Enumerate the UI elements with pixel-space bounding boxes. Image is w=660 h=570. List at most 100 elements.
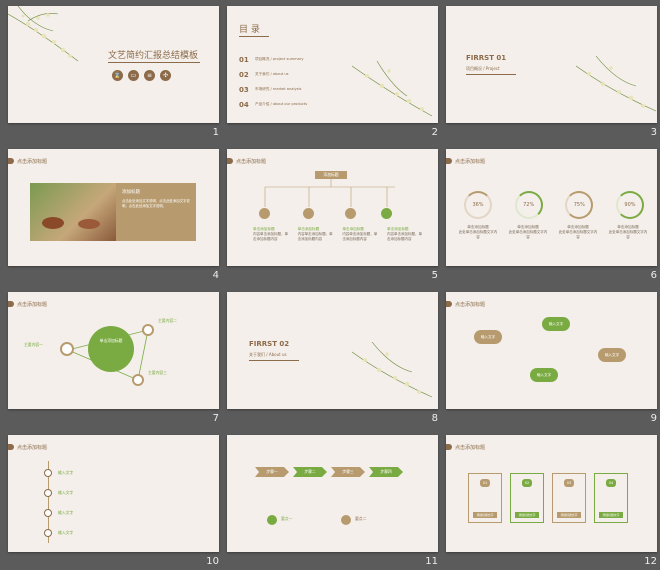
node-label: 主要内容二 xyxy=(158,318,177,323)
slide-8[interactable]: FIRRST 02 关于我们 / About us xyxy=(227,292,438,409)
slide-header: 点击添加标题 xyxy=(8,300,47,308)
toc-item[interactable]: 项目概况 / project summary xyxy=(255,57,304,61)
search-icon xyxy=(345,208,356,219)
slide-thumb-1[interactable]: 文艺简约汇报总结模板 ⌛ ▭ ≡ ✣ 1 xyxy=(8,6,219,141)
slide-number: 3 xyxy=(650,127,657,138)
feature-title: 单击添加标题 xyxy=(253,227,275,231)
slide-number: 11 xyxy=(425,556,438,567)
slide-thumb-10[interactable]: 点击添加标题 输入文字 输入文字 输入文字 输入文字 10 xyxy=(8,435,219,570)
slide-5[interactable]: 点击添加标题 添加标题 单击添加标题 内容单击添加标题，单击添加标题内容 单击添加… xyxy=(227,149,438,266)
toc-list: 01 项目概况 / project summary 02 关于我们 / about … xyxy=(239,52,307,112)
node-label: 主要内容三 xyxy=(148,370,167,375)
feature-labels: 单击添加标题 内容单击添加标题，单击添加标题内容 单击添加标题 内容单击添加标题，单… xyxy=(253,227,423,241)
slide-9[interactable]: 点击添加标题 输入文字 输入文字 输入文字 输入文字 xyxy=(446,292,657,409)
feature-text: 内容单击添加标题，单击添加标题内容 xyxy=(297,232,333,241)
slide-1[interactable]: 文艺简约汇报总结模板 ⌛ ▭ ≡ ✣ xyxy=(8,6,219,123)
toc-num: 04 xyxy=(239,100,249,109)
point-label: 要点二 xyxy=(355,516,367,521)
progress-ring: 72% xyxy=(514,191,543,219)
slide-thumb-4[interactable]: 点击添加标题 添加标题 点击此处添加文字说明，点击此处添加文字说明，点击此处添加… xyxy=(8,149,219,284)
step-arrow: 步骤三 xyxy=(331,467,365,477)
person-icon xyxy=(381,208,392,219)
main-title: 文艺简约汇报总结模板 xyxy=(108,51,199,61)
slide-thumb-8[interactable]: FIRRST 02 关于我们 / About us 8 xyxy=(227,292,438,427)
step-arrow: 步骤二 xyxy=(293,467,327,477)
info-card: 04 添加标题文字 xyxy=(594,473,628,523)
tea-photo xyxy=(30,183,116,241)
document-icon: ≡ xyxy=(144,70,155,81)
slide-11[interactable]: 步骤一 步骤二 步骤三 步骤四 要点一 要点二 xyxy=(227,435,438,552)
toc-item[interactable]: 关于我们 / about us xyxy=(255,72,289,76)
slide-12[interactable]: 点击添加标题 01 添加标题文字 02 添加标题文字 03 添加标题文字 04 … xyxy=(446,435,657,552)
section-divider xyxy=(466,74,516,75)
text-box-body: 点击此处添加文字说明，点击此处添加文字说明，点击此处添加文字说明。 xyxy=(122,199,190,208)
slide-3[interactable]: FIRRST 01 项目概况 / Project xyxy=(446,6,657,123)
node-dot xyxy=(142,324,154,336)
feature-title: 单击添加标题 xyxy=(386,227,409,231)
book-icon: ▭ xyxy=(128,70,139,81)
toc-item[interactable]: 市场研究 / market analysis xyxy=(255,87,302,91)
slide-thumb-6[interactable]: 点击添加标题 36% 72% 75% 90% 单击添加标题 此处单击添加标题文字内… xyxy=(446,149,657,284)
section-title: FIRRST 02 xyxy=(249,340,290,348)
slide-number: 4 xyxy=(212,270,219,281)
slide-header: 点击添加标题 xyxy=(446,157,485,165)
cloud-shape: 输入文字 xyxy=(542,317,570,331)
feature-title: 单击添加标题 xyxy=(342,227,364,231)
feature-title: 单击添加标题 xyxy=(297,227,320,231)
timeline-line xyxy=(48,461,49,543)
timeline-list: 输入文字 输入文字 输入文字 输入文字 xyxy=(44,463,73,543)
node-label: 主要内容一 xyxy=(24,342,43,347)
text-box: 添加标题 点击此处添加文字说明，点击此处添加文字说明，点击此处添加文字说明。 xyxy=(116,183,196,241)
slide-number: 7 xyxy=(212,413,219,424)
title-icon-row: ⌛ ▭ ≡ ✣ xyxy=(112,70,171,81)
feature-text: 内容单击添加标题，单击添加标题内容 xyxy=(386,232,422,241)
slide-number: 5 xyxy=(431,270,438,281)
slide-header: 点击添加标题 xyxy=(227,157,266,165)
info-card: 02 添加标题文字 xyxy=(510,473,544,523)
slide-thumb-7[interactable]: 点击添加标题 单击添加标题 主要内容一 主要内容二 主要内容三 7 xyxy=(8,292,219,427)
toc-item[interactable]: 产品介绍 / about our products xyxy=(255,102,308,106)
center-circle: 单击添加标题 xyxy=(88,326,134,372)
progress-ring: 75% xyxy=(565,191,594,219)
flower-branch-image xyxy=(351,61,433,117)
feature-text: 内容单击添加标题，单击添加标题内容 xyxy=(342,232,378,241)
slide-thumb-12[interactable]: 点击添加标题 01 添加标题文字 02 添加标题文字 03 添加标题文字 04 … xyxy=(446,435,657,570)
slide-6[interactable]: 点击添加标题 36% 72% 75% 90% 单击添加标题 此处单击添加标题文字内… xyxy=(446,149,657,266)
slide-thumb-2[interactable]: 目 录 01 项目概况 / project summary 02 关于我们 / ab… xyxy=(227,6,438,141)
slide-4[interactable]: 点击添加标题 添加标题 点击此处添加文字说明，点击此处添加文字说明，点击此处添加… xyxy=(8,149,219,266)
slide-thumb-3[interactable]: FIRRST 01 项目概况 / Project 3 xyxy=(446,6,657,141)
slide-header: 点击添加标题 xyxy=(446,443,485,451)
slide-7[interactable]: 点击添加标题 单击添加标题 主要内容一 主要内容二 主要内容三 xyxy=(8,292,219,409)
cloud-shape: 输入文字 xyxy=(530,368,558,382)
step-arrow: 步骤四 xyxy=(369,467,403,477)
leaf-icon xyxy=(267,515,277,525)
toc-num: 03 xyxy=(239,85,249,94)
cloud-shape: 输入文字 xyxy=(598,348,626,362)
title-divider xyxy=(108,62,200,63)
slide-header: 点击添加标题 xyxy=(8,443,47,451)
node-dot xyxy=(132,374,144,386)
percent-rings: 36% 72% 75% 90% xyxy=(464,191,644,219)
card-row: 01 添加标题文字 02 添加标题文字 03 添加标题文字 04 添加标题文字 xyxy=(468,473,628,523)
slide-thumb-5[interactable]: 点击添加标题 添加标题 单击添加标题 内容单击添加标题，单击添加标题内容 单击添加… xyxy=(227,149,438,284)
slide-number: 8 xyxy=(431,413,438,424)
slide-thumb-9[interactable]: 点击添加标题 输入文字 输入文字 输入文字 输入文字 9 xyxy=(446,292,657,427)
percent-labels: 单击添加标题 此处单击添加标题文字内容 单击添加标题 此处单击添加标题文字内容 单击… xyxy=(458,225,648,239)
teapot-image xyxy=(42,217,64,229)
flower-branch-image xyxy=(351,342,433,398)
slide-2[interactable]: 目 录 01 项目概况 / project summary 02 关于我们 / ab… xyxy=(227,6,438,123)
top-node: 添加标题 xyxy=(315,171,347,179)
flower-branch-image xyxy=(8,6,79,62)
info-card: 01 添加标题文字 xyxy=(468,473,502,523)
toc-num: 02 xyxy=(239,70,249,79)
slide-number: 10 xyxy=(206,556,219,567)
section-divider xyxy=(249,360,299,361)
home-icon xyxy=(341,515,351,525)
slide-thumb-11[interactable]: 步骤一 步骤二 步骤三 步骤四 要点一 要点二 11 xyxy=(227,435,438,570)
toc-heading: 目 录 xyxy=(239,25,260,35)
slide-number: 12 xyxy=(644,556,657,567)
slide-10[interactable]: 点击添加标题 输入文字 输入文字 输入文字 输入文字 xyxy=(8,435,219,552)
step-arrows: 步骤一 步骤二 步骤三 步骤四 xyxy=(255,467,403,477)
slide-header: 点击添加标题 xyxy=(8,157,47,165)
